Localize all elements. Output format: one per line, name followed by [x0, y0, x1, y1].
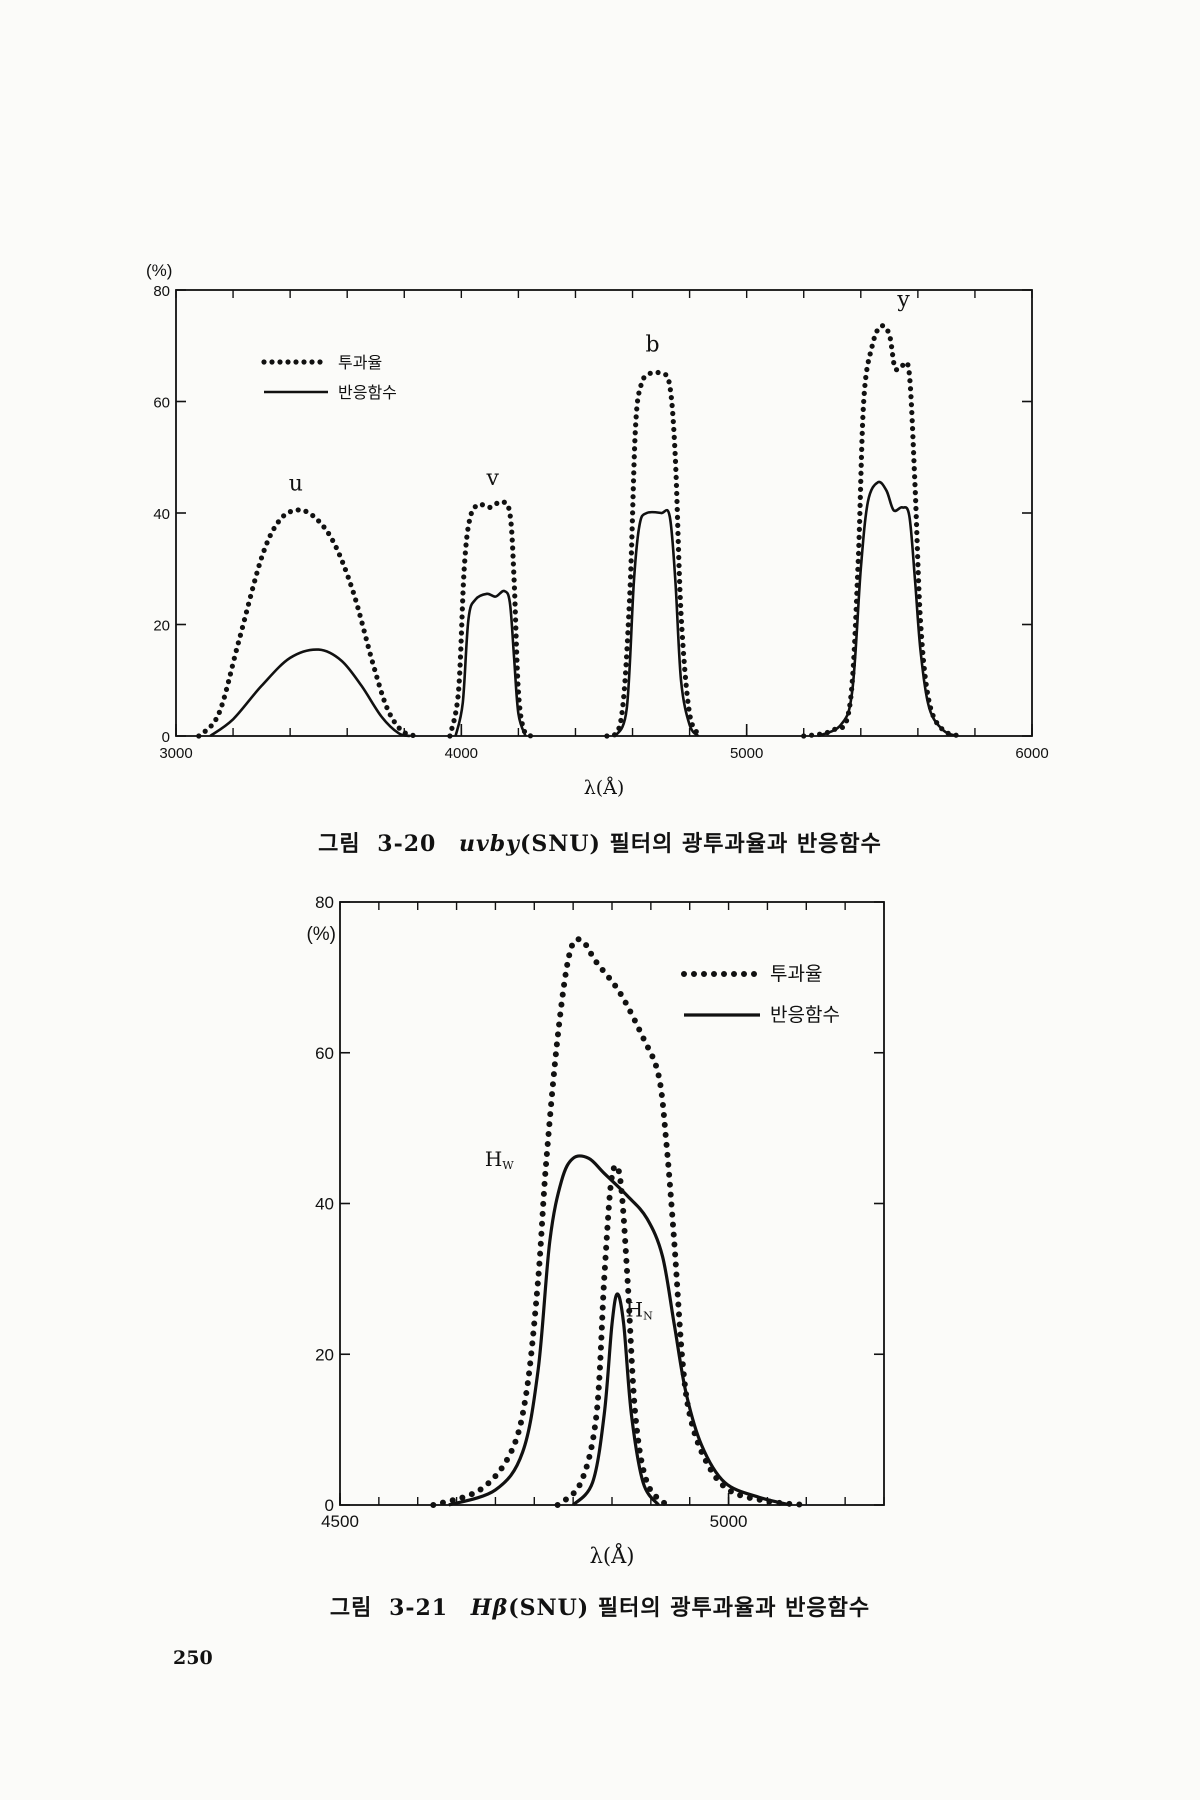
- caption-filter-name: uvby: [459, 831, 520, 857]
- response-curve-3: [614, 508, 700, 737]
- caption-filter-suffix: (SNU): [508, 1595, 590, 1621]
- band-label-b: b: [645, 332, 659, 357]
- y-tick-label: 80: [315, 893, 334, 912]
- transmittance-curve-4: [801, 323, 967, 739]
- transmittance-curve-3: [604, 369, 704, 739]
- band-label-u: u: [289, 472, 303, 497]
- legend-label: 반응함수: [338, 384, 397, 402]
- caption-filter-suffix: (SNU): [519, 831, 601, 857]
- caption-label: 그림: [329, 1595, 373, 1621]
- band-label-hw: HW: [485, 1147, 514, 1172]
- caption-number: 3-21: [389, 1595, 449, 1621]
- y-tick-label: 20: [315, 1345, 334, 1364]
- page-number: 250: [173, 1647, 213, 1669]
- caption-number: 3-20: [377, 831, 437, 857]
- response-curve-1: [448, 1154, 792, 1507]
- y-axis-label: (%): [146, 261, 172, 280]
- caption-filter-name: Hβ: [470, 1595, 509, 1621]
- y-tick-label: 60: [315, 1044, 334, 1063]
- caption-text: 필터의 광투과율과 반응함수: [609, 831, 882, 857]
- x-tick-label: 5000: [710, 1512, 748, 1531]
- y-tick-label: 0: [325, 1496, 334, 1515]
- x-tick-label: 4000: [445, 745, 478, 762]
- y-tick-label: 20: [153, 618, 170, 635]
- x-axis-label: λ(Å): [584, 777, 625, 799]
- legend-label: 반응함수: [770, 1004, 840, 1026]
- uvby-chart: 0 20 40 60 80 3000 4000 5000 6000 (%) λ(Å) u v b y 투과율…: [146, 261, 1049, 799]
- legend-label: 투과율: [770, 963, 822, 985]
- x-axis-label: λ(Å): [590, 1543, 635, 1568]
- response-curve-1: [209, 648, 411, 738]
- figure-caption-3-20: 그림 3-20 uvby(SNU) 필터의 광투과율과 반응함수: [0, 826, 1200, 858]
- transmittance-curve-1: [430, 936, 810, 1508]
- figure-caption-3-21: 그림 3-21 Hβ(SNU) 필터의 광투과율과 반응함수: [0, 1590, 1200, 1622]
- y-axis-label: (%): [306, 924, 336, 945]
- legend-label: 투과율: [338, 354, 382, 372]
- caption-text: 필터의 광투과율과 반응함수: [597, 1595, 871, 1621]
- x-tick-label: 6000: [1015, 745, 1048, 762]
- band-label-v: v: [486, 466, 500, 491]
- x-tick-label: 3000: [159, 745, 192, 762]
- y-tick-label: 40: [153, 506, 170, 523]
- response-curve-4: [817, 480, 959, 738]
- response-curve-2: [454, 589, 527, 737]
- y-tick-label: 40: [315, 1195, 334, 1214]
- x-tick-label: 4500: [321, 1512, 359, 1531]
- y-tick-label: 80: [153, 283, 170, 300]
- transmittance-curve-2: [447, 499, 536, 739]
- x-tick-label: 5000: [730, 745, 763, 762]
- caption-label: 그림: [318, 831, 361, 857]
- response-curve-2: [571, 1292, 660, 1507]
- plot-frame: [339, 901, 885, 1506]
- band-label-hn: HN: [626, 1298, 653, 1323]
- band-label-y: y: [896, 288, 910, 313]
- transmittance-curve-2: [554, 1162, 670, 1508]
- transmittance-curve-1: [196, 507, 419, 739]
- y-tick-label: 60: [153, 395, 170, 412]
- y-tick-label: 0: [162, 729, 170, 746]
